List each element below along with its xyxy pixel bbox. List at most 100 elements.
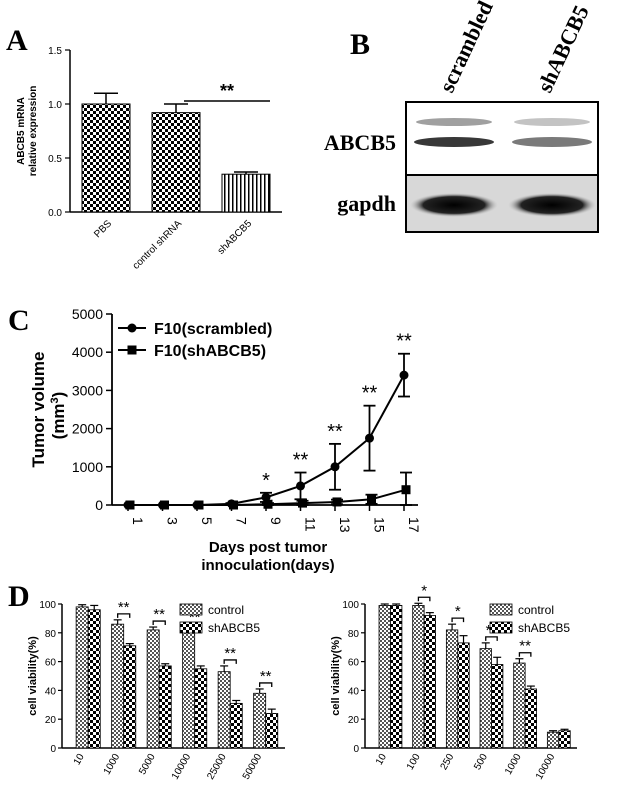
y-tick-label: 100 [39,600,56,611]
bar [221,173,271,213]
bar [558,730,571,749]
abcb5-band [512,137,592,147]
bar [546,731,560,749]
bar [423,615,436,749]
y-tick-label: 2000 [72,421,103,437]
data-point [194,500,204,510]
significance-label: * [455,603,461,620]
y-tick-label: 1.0 [48,100,62,111]
legend-label: shABCB5 [518,621,570,635]
x-tick-label: 5000 [137,752,158,777]
x-tick-label: 10000 [534,752,558,782]
y-tick-label: 40 [348,686,360,697]
x-tick-label: 1000 [102,752,123,777]
data-point [298,498,307,508]
bar [524,688,537,749]
y-axis-title: ABCB5 mRNArelative expression [16,86,39,177]
x-tick-label: 100 [405,752,423,772]
x-tick-label: 10000 [170,752,194,782]
bar [412,605,425,749]
x-tick-label: 9 [268,517,284,525]
legend-swatch [179,603,203,616]
significance-label: ** [224,645,236,662]
data-point [399,370,409,380]
y-tick-label: 1000 [72,459,103,475]
x-tick-label: 3 [165,517,181,525]
x-tick-label: 250 [439,752,457,772]
y-tick-label: 20 [348,715,360,726]
y-tick-label: 20 [45,715,57,726]
significance-bracket [451,617,465,623]
gapdh-band [508,193,596,217]
legend-label: shABCB5 [208,621,260,635]
significance-label: ** [327,421,343,443]
panel-label-b: B [350,28,370,61]
significance-bracket [518,652,532,657]
panel-label-a: A [6,24,28,57]
x-tick-label: 1 [130,517,146,525]
x-axis-title: innoculation(days) [201,557,334,574]
legend-swatch [489,621,513,634]
panel-label-d: D [8,580,30,613]
y-axis-title-line: relative expression [28,86,39,177]
legend-label: control [518,603,554,617]
x-tick-label: 10 [72,752,87,768]
x-tick-label: 13 [337,517,353,533]
x-tick-label: 11 [303,517,319,532]
bar [457,642,470,749]
x-tick-label: 10 [374,752,389,768]
bar [151,112,201,213]
y-axis-unit-sup: 3 [49,397,61,403]
bar [479,648,492,749]
significance-label: ** [293,450,309,472]
lane-label: scrambled [434,0,498,96]
y-tick-label: 80 [45,629,57,640]
significance-bracket [485,636,498,641]
data-point [367,494,376,504]
abcb5-upper-band [514,118,590,126]
bar [390,605,403,749]
bar [491,664,504,749]
significance-label: ** [260,668,272,685]
bar [81,103,131,213]
bar [182,632,196,749]
significance-bracket [223,659,237,664]
y-axis-title: cell viability(%) [330,636,342,716]
data-point [401,485,411,495]
x-tick-label: 17 [406,517,422,533]
bar [146,629,160,749]
bar [229,702,243,749]
row-label-abcb5: ABCB5 [324,130,396,155]
bar [123,645,137,749]
y-tick-label: 0.5 [48,154,62,165]
y-tick-label: 60 [45,658,57,669]
x-tick-label: shABCB5 [216,218,255,257]
bar [217,671,231,749]
bar [158,665,172,749]
x-tick-label: 1000 [503,752,524,777]
legend-marker [127,345,137,355]
y-tick-label: 100 [342,600,359,611]
significance-label: * [262,470,270,492]
data-point [332,497,342,507]
x-tick-label: PBS [92,218,114,240]
x-tick-label: 5 [199,517,215,525]
bar [194,668,208,749]
gapdh-band [410,193,498,217]
panel-a-bar-chart: 0.0 0.5 1.0 1.5 ABCB5 mRNArelative expressio… [16,46,282,272]
legend-marker [127,323,137,333]
y-axis-title: cell viability(%) [27,636,39,716]
y-tick-label: 3000 [72,382,103,398]
significance-label: ** [220,81,234,101]
significance-label: ** [519,638,531,655]
data-point [330,462,340,472]
significance-label: ** [362,383,378,405]
panel-d-doxorubicin-chart: 0 20 40 60 80 100 cell viability(%) 10 100 * 250 * 5… [330,582,577,782]
y-tick-label: 5000 [72,306,103,322]
data-point [229,500,238,510]
y-tick-label: 80 [348,629,360,640]
x-tick-label: 15 [372,517,388,533]
legend-label: F10(scrambled) [154,321,272,338]
